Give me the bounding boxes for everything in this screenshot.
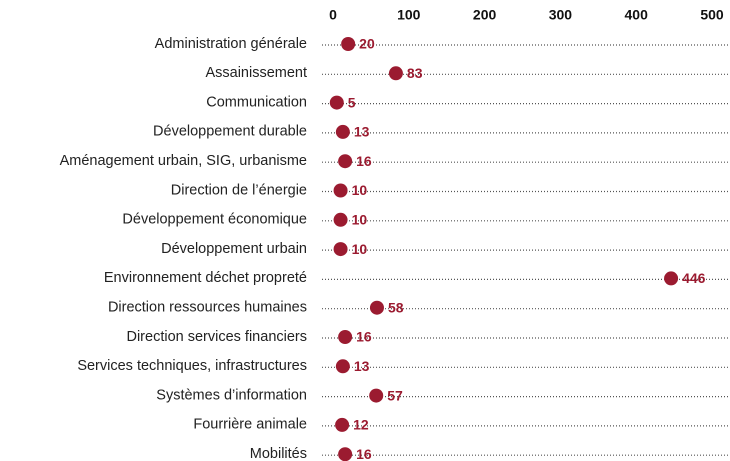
x-tick-label: 200 bbox=[473, 7, 497, 23]
value-label: 10 bbox=[352, 241, 368, 257]
x-tick-label: 0 bbox=[329, 7, 337, 23]
dot bbox=[369, 300, 384, 315]
dot bbox=[341, 37, 356, 51]
category-label: Assainissement bbox=[205, 65, 307, 81]
value-label: 20 bbox=[359, 36, 375, 52]
value-label: 13 bbox=[354, 124, 370, 140]
dot bbox=[338, 447, 353, 461]
value-label: 10 bbox=[352, 182, 368, 198]
dot bbox=[335, 417, 350, 432]
dot bbox=[369, 388, 384, 403]
dot bbox=[329, 95, 344, 110]
category-label: Services techniques, infrastructures bbox=[77, 358, 307, 374]
dot bbox=[333, 183, 348, 198]
value-label: 16 bbox=[356, 446, 372, 461]
x-tick-label: 300 bbox=[549, 7, 573, 23]
category-label: Direction de l’énergie bbox=[171, 182, 307, 198]
dot bbox=[664, 271, 679, 286]
dot bbox=[338, 154, 353, 169]
category-label: Développement durable bbox=[153, 124, 307, 140]
value-label: 16 bbox=[356, 329, 372, 345]
value-label: 10 bbox=[352, 212, 368, 228]
category-label: Fourrière animale bbox=[193, 417, 307, 433]
value-label: 13 bbox=[354, 358, 370, 374]
x-tick-label: 400 bbox=[625, 7, 649, 23]
value-label: 83 bbox=[407, 65, 423, 81]
category-label: Systèmes d’information bbox=[156, 387, 307, 403]
value-label: 16 bbox=[356, 153, 372, 169]
value-label: 5 bbox=[348, 94, 356, 110]
value-label: 57 bbox=[387, 387, 403, 403]
category-label: Mobilités bbox=[250, 446, 307, 461]
dot bbox=[335, 124, 350, 139]
category-label: Environnement déchet propreté bbox=[104, 270, 307, 286]
category-label: Direction ressources humaines bbox=[108, 300, 307, 316]
dot bbox=[335, 359, 350, 374]
dot bbox=[388, 66, 403, 81]
category-label: Développement urbain bbox=[161, 241, 307, 257]
category-label: Développement économique bbox=[122, 212, 307, 228]
x-tick-label: 100 bbox=[397, 7, 421, 23]
category-label: Direction services financiers bbox=[126, 329, 307, 345]
category-label: Administration générale bbox=[155, 36, 307, 52]
category-label: Aménagement urbain, SIG, urbanisme bbox=[60, 153, 307, 169]
dot bbox=[333, 242, 348, 257]
dot bbox=[338, 330, 353, 344]
category-label: Communication bbox=[206, 94, 307, 110]
value-label: 12 bbox=[353, 417, 369, 433]
dot bbox=[333, 212, 348, 227]
value-label: 446 bbox=[682, 270, 706, 286]
x-tick-label: 500 bbox=[700, 7, 724, 23]
value-label: 58 bbox=[388, 299, 404, 315]
